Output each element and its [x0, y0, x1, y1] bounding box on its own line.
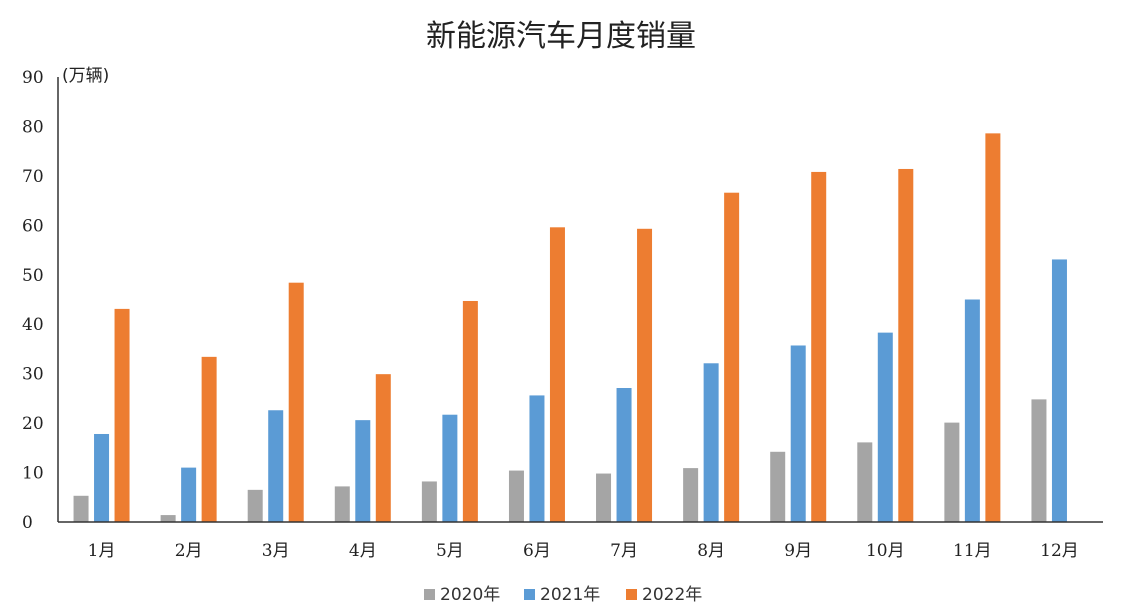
bar-1-3 — [247, 489, 263, 522]
legend-swatch-2 — [524, 589, 535, 600]
bar-3-4 — [375, 374, 391, 522]
x-tick-label: 1月 — [88, 541, 116, 561]
y-tick-label: 40 — [22, 315, 44, 335]
bar-1-7 — [596, 473, 612, 522]
bars — [73, 133, 1067, 523]
bar-1-2 — [160, 515, 176, 522]
bar-3-5 — [462, 300, 478, 522]
legend-label-2: 2021年 — [540, 585, 600, 605]
bar-2-12 — [1051, 259, 1067, 522]
legend-label-1: 2020年 — [440, 585, 500, 605]
y-tick-label: 30 — [22, 365, 44, 385]
x-tick-label: 7月 — [610, 541, 638, 561]
bar-2-2 — [181, 467, 197, 522]
bar-3-8 — [724, 192, 740, 522]
bar-2-7 — [616, 388, 632, 522]
x-tick-label: 6月 — [523, 541, 551, 561]
bar-3-7 — [637, 228, 653, 523]
y-tick-label: 60 — [22, 216, 44, 236]
x-tick-label: 10月 — [866, 541, 905, 561]
x-tick-label: 4月 — [349, 541, 377, 561]
y-tick-label: 70 — [22, 167, 44, 187]
chart-title: 新能源汽车月度销量 — [426, 19, 696, 54]
bar-1-4 — [334, 486, 350, 522]
bar-1-5 — [421, 481, 437, 522]
legend-swatch-1 — [424, 589, 435, 600]
bar-2-10 — [877, 332, 893, 522]
bar-3-9 — [811, 171, 827, 522]
bar-3-6 — [549, 227, 565, 523]
bar-3-3 — [288, 282, 304, 522]
bar-1-8 — [683, 468, 699, 522]
x-tick-label: 8月 — [697, 541, 725, 561]
bar-2-4 — [355, 420, 371, 522]
legend: 2020年 2021年 2022年 — [424, 585, 702, 605]
bar-3-11 — [985, 133, 1001, 522]
y-tick-label: 10 — [22, 464, 44, 484]
bar-3-2 — [201, 356, 217, 522]
bar-3-1 — [114, 308, 130, 522]
x-tick-label: 12月 — [1040, 541, 1079, 561]
bar-2-11 — [964, 299, 980, 522]
y-tick-label: 50 — [22, 266, 44, 286]
x-tick-label: 5月 — [436, 541, 464, 561]
y-tick-label: 80 — [22, 117, 44, 137]
x-tick-label: 11月 — [953, 541, 992, 561]
bar-1-12 — [1031, 399, 1047, 522]
bar-2-3 — [268, 410, 284, 522]
bar-3-10 — [898, 168, 914, 522]
bar-2-1 — [94, 433, 110, 522]
bar-2-5 — [442, 414, 458, 522]
legend-label-3: 2022年 — [642, 585, 702, 605]
x-tick-label: 3月 — [262, 541, 290, 561]
x-tick-label: 9月 — [784, 541, 812, 561]
y-axis-unit-label: (万辆) — [62, 66, 109, 86]
y-tick-label: 20 — [22, 414, 44, 434]
bar-1-10 — [857, 442, 873, 522]
bar-2-9 — [790, 345, 806, 522]
x-tick-label: 2月 — [175, 541, 203, 561]
bar-2-8 — [703, 363, 719, 522]
x-axis-ticks: 1月 2月 3月 4月 5月 6月 7月 8月 9月 10月 11月 12月 — [88, 541, 1079, 561]
bar-1-6 — [508, 470, 524, 522]
bar-1-11 — [944, 422, 960, 522]
bar-1-9 — [770, 451, 786, 522]
bar-2-6 — [529, 395, 545, 522]
y-tick-label: 0 — [22, 513, 33, 533]
bar-1-1 — [73, 495, 89, 522]
legend-swatch-3 — [626, 589, 637, 600]
y-axis-ticks: 0 10 20 30 40 50 60 70 80 90 — [22, 68, 44, 533]
y-tick-label: 90 — [22, 68, 44, 88]
